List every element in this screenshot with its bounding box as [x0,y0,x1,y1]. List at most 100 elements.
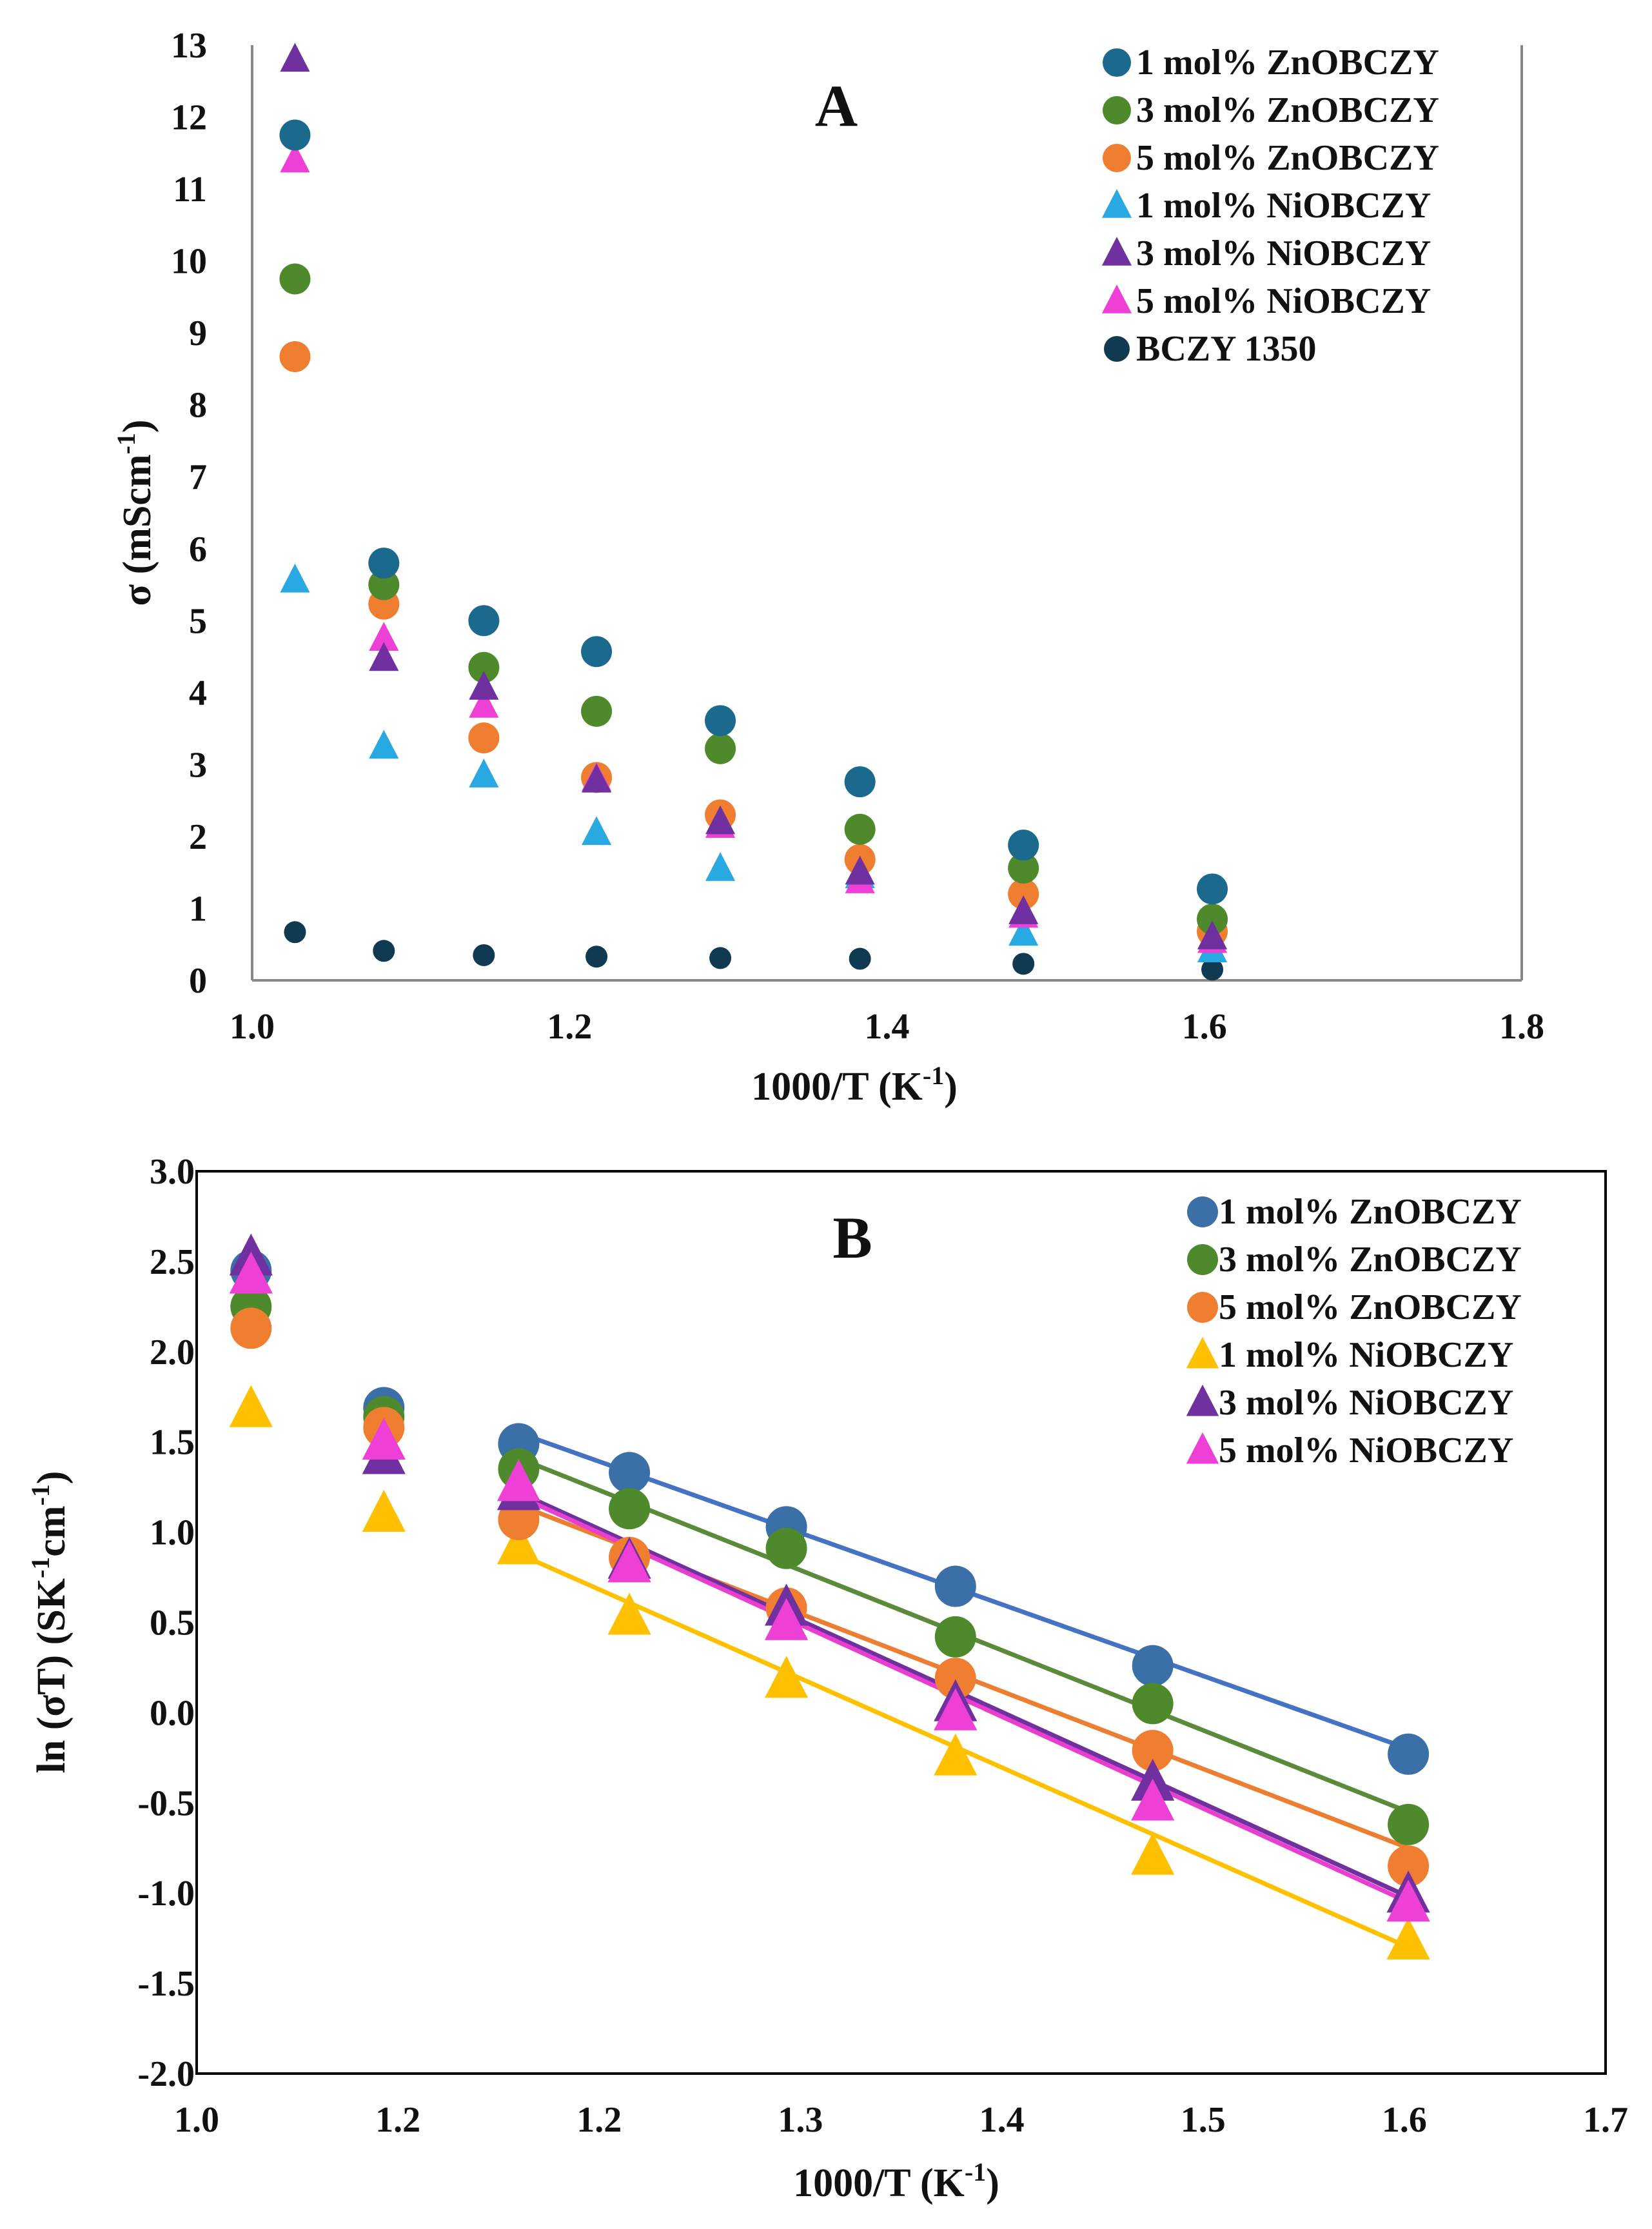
panel-a-point-3-molpct-znobczy [279,263,311,295]
panel-b-x-tick-label: 1.7 [1583,2100,1628,2140]
panel-b-point-5-molpct-znobczy [1132,1730,1174,1772]
panel-a-point-1-molpct-niobczy [369,729,399,759]
panel-a-point-bczy-1350 [284,921,306,944]
panel-a-point-3-molpct-znobczy [1197,904,1228,935]
panel-b-point-1-molpct-niobczy [362,1489,406,1532]
panel-a-point-5-molpct-znobczy [279,341,311,372]
panel-a-x-tick-label: 1.2 [547,1007,592,1047]
panel-b-point-1-molpct-niobczy [229,1385,273,1427]
panel-a-y-tick-label: 8 [189,386,207,426]
panel-a-point-5-molpct-niobczy [369,622,399,651]
panel-b-point-1-molpct-niobczy [1386,1917,1430,1960]
panel-b-point-5-molpct-niobczy [607,1540,651,1583]
panel-a-legend: 1 mol% ZnOBCZY 3 mol% ZnOBCZY 5 mol% ZnOBC… [1101,43,1439,369]
panel-a-point-3-molpct-niobczy [369,642,399,671]
panel-b-x-tick-label: 1.3 [778,2100,823,2140]
panel-a-y-tick-label: 13 [171,26,207,66]
panel-b-legend-marker-5-molpct-niobczy [1186,1432,1219,1464]
panel-a-legend-marker-5-molpct-znobczy [1103,144,1131,172]
panel-a-y-tick-label: 3 [189,745,207,785]
panel-b-y-tick-label: 2.0 [150,1332,195,1372]
panel-a-point-5-molpct-znobczy [468,722,500,754]
panel-a-y-tick-label: 10 [171,242,207,282]
panel-b-y-tick-label: 0.0 [150,1693,195,1733]
panel-b-point-5-molpct-niobczy [362,1418,406,1460]
panel-a-point-3-molpct-niobczy [581,764,612,793]
panel-a-point-1-molpct-niobczy [1008,916,1039,946]
panel-b-y-tick-label: 2.5 [150,1242,195,1282]
panel-b-legend-label: 3 mol% NiOBCZY [1219,1383,1513,1423]
panel-a-point-1-molpct-znobczy [581,636,613,668]
panel-a-y-tick-label: 1 [189,889,207,929]
panel-b-legend-label: 1 mol% ZnOBCZY [1219,1192,1522,1232]
panel-a-point-bczy-1350 [1012,953,1035,975]
panel-b-point-5-molpct-niobczy [764,1598,809,1640]
panel-b-point-3-molpct-znobczy [1388,1803,1430,1845]
panel-b-point-1-molpct-niobczy [764,1656,809,1698]
panel-b-point-1-molpct-niobczy [1131,1832,1175,1875]
panel-a-point-1-molpct-znobczy [1197,873,1228,905]
panel-a-point-1-molpct-niobczy [469,758,499,788]
panel-a-legend-label: 3 mol% NiOBCZY [1136,233,1431,273]
panel-b-point-5-molpct-niobczy [1131,1778,1175,1821]
panel-b-point-5-molpct-znobczy [1388,1845,1430,1887]
panel-a-point-bczy-1350 [849,947,871,970]
panel-a-legend-label: 5 mol% ZnOBCZY [1136,138,1439,178]
panel-a-y-tick-label: 12 [171,98,207,138]
panel-b-legend-label: 1 mol% NiOBCZY [1219,1335,1513,1375]
panel-b-legend-label: 3 mol% ZnOBCZY [1219,1240,1522,1280]
panel-b-point-1-molpct-znobczy [934,1565,976,1607]
panel-b-point-5-molpct-niobczy [229,1251,273,1294]
panel-b-x-tick-label: 1.4 [979,2100,1025,2140]
panel-a-point-3-molpct-niobczy [1008,895,1039,924]
panel-b-legend-label: 5 mol% NiOBCZY [1219,1431,1513,1471]
panel-a-legend-marker-1-molpct-znobczy [1103,48,1131,77]
panel-b-legend-label: 5 mol% ZnOBCZY [1219,1287,1522,1327]
panel-a-y-tick-label: 11 [173,170,207,210]
panel-b-y-tick-label: 0.5 [150,1603,195,1643]
panel-a-point-1-molpct-znobczy [279,119,311,151]
panel-b-point-5-molpct-znobczy [230,1307,272,1349]
panel-b-y-label: ln (σT) (SK-1cm-1) [26,1471,74,1774]
panel-a-x-tick-label: 1.4 [865,1007,910,1047]
panel-a-y-tick-label: 6 [189,530,207,570]
panel-a-point-5-molpct-niobczy [469,689,499,718]
panel-a-point-bczy-1350 [585,946,608,968]
panel-a-point-bczy-1350 [709,947,732,969]
panel-a-point-3-molpct-znobczy [705,733,736,764]
panel-a-legend-marker-3-molpct-niobczy [1101,237,1132,266]
panel-b-point-1-molpct-znobczy [609,1452,651,1494]
panel-a-point-3-molpct-znobczy [468,651,500,683]
panel-a-y-tick-label: 4 [189,673,207,713]
panel-a-point-1-molpct-znobczy [1008,829,1039,861]
panel-b-y-tick-label: -1.5 [137,1964,195,2004]
panel-b-y-tick-label: -1.0 [137,1874,195,1914]
panel-a-legend-marker-3-molpct-znobczy [1103,96,1131,124]
panel-a-point-3-molpct-niobczy [845,855,875,885]
panel-b-y-tick-label: 1.5 [150,1423,195,1463]
panel-a-y-tick-label: 7 [189,457,207,497]
panel-b-x-tick-label: 1.2 [576,2100,622,2140]
panel-a-y-tick-label: 2 [189,817,207,857]
panel-a-point-bczy-1350 [373,940,395,962]
panel-b-x-tick-label: 1.6 [1382,2100,1427,2140]
panel-b-plot-frame [195,1170,1607,2075]
panel-b-legend-marker-3-molpct-znobczy [1187,1244,1218,1275]
panel-a-point-3-molpct-niobczy [280,43,310,72]
panel-a-point-1-molpct-znobczy [468,605,500,637]
panel-a-letter: A [815,73,858,139]
panel-b-legend-marker-5-molpct-znobczy [1187,1292,1218,1323]
panel-a-point-5-molpct-niobczy [280,143,310,173]
panel-a-point-3-molpct-znobczy [581,695,613,727]
panel-a-legend-marker-1-molpct-niobczy [1101,189,1132,218]
panel-a-point-bczy-1350 [473,944,495,966]
panel-a-legend-marker-bczy-1350 [1104,336,1130,362]
panel-a-x-tick-label: 1.6 [1182,1007,1227,1047]
panel-b-point-1-molpct-znobczy [1388,1733,1430,1775]
panel-b-x-tick-label: 1.2 [375,2100,420,2140]
panel-a-point-1-molpct-niobczy [280,563,310,593]
panel-a-legend-label: BCZY 1350 [1136,329,1317,369]
panel-b-letter: B [832,1205,872,1271]
panel-a-point-3-molpct-znobczy [844,813,876,845]
